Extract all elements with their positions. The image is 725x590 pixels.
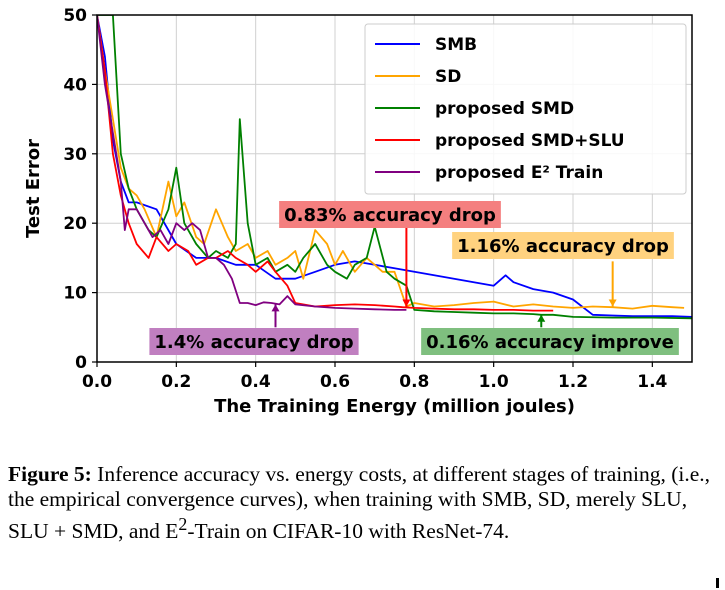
axis-ticks: 0.0 0.2 0.4 0.6 0.8 1.0 1.2 1.4 0 10 20 30 40 50 bbox=[63, 6, 667, 392]
legend-box bbox=[364, 23, 687, 195]
x-tick-label: 0.8 bbox=[399, 372, 429, 392]
x-tick-label: 0.6 bbox=[320, 372, 350, 392]
y-tick-label: 50 bbox=[63, 6, 87, 26]
series-line-2 bbox=[97, 15, 692, 320]
annotation-box-2 bbox=[149, 328, 359, 355]
y-tick-label: 0 bbox=[75, 353, 87, 373]
annotation-label-0: 0.83% accuracy drop bbox=[284, 205, 496, 226]
annotation-label-2: 1.4% accuracy drop bbox=[154, 332, 353, 353]
legend-label-2: proposed SMD bbox=[435, 99, 574, 119]
y-tick-label: 30 bbox=[63, 145, 87, 165]
series-line-4 bbox=[97, 15, 407, 311]
legend-label-3: proposed SMD+SLU bbox=[435, 131, 625, 151]
annotation-arrowhead-0 bbox=[402, 299, 411, 307]
x-tick-label: 0.2 bbox=[161, 372, 191, 392]
annotation-arrowhead-2 bbox=[271, 304, 280, 312]
x-tick-label: 0.4 bbox=[241, 372, 271, 392]
series-line-3 bbox=[97, 15, 554, 312]
caption-label: Figure 5: bbox=[8, 462, 92, 486]
series-line-1 bbox=[97, 15, 685, 310]
page-corner-mark bbox=[716, 578, 719, 588]
plot-frame bbox=[96, 14, 693, 363]
legend-label-0: SMB bbox=[435, 35, 477, 55]
annotations: 0.83% accuracy drop 1.16% accuracy drop 1.… bbox=[149, 201, 679, 355]
annotation-label-3: 0.16% accuracy improve bbox=[426, 332, 674, 353]
y-axis-title: Test Error bbox=[23, 139, 44, 238]
annotation-box-0 bbox=[279, 201, 501, 228]
x-tick-label: 1.4 bbox=[637, 372, 667, 392]
annotation-arrows bbox=[271, 223, 617, 328]
y-tick-label: 10 bbox=[63, 284, 87, 304]
legend-label-1: SD bbox=[435, 67, 461, 87]
caption-text-part2: -Train on CIFAR-10 with ResNet-74. bbox=[187, 519, 510, 544]
caption-text-part1: Inference accuracy vs. energy costs, at … bbox=[8, 462, 711, 544]
annotation-arrowhead-3 bbox=[537, 314, 546, 322]
legend: SMB SD proposed SMD proposed SMD+SLU propose… bbox=[364, 23, 687, 195]
legend-label-4: proposed E² Train bbox=[435, 163, 603, 183]
x-tick-label: 1.2 bbox=[558, 372, 588, 392]
x-tick-label: 1.0 bbox=[479, 372, 509, 392]
y-tick-label: 20 bbox=[63, 214, 87, 234]
x-axis-title: The Training Energy (million joules) bbox=[214, 396, 575, 417]
y-tick-label: 40 bbox=[63, 75, 87, 95]
x-tick-label: 0.0 bbox=[82, 372, 112, 392]
line-chart: 0.0 0.2 0.4 0.6 0.8 1.0 1.2 1.4 0 10 20 30 40 50 The … bbox=[23, 6, 693, 417]
figure-caption: Figure 5: Inference accuracy vs. energy … bbox=[8, 462, 716, 544]
annotation-box-3 bbox=[421, 328, 679, 355]
annotation-label-1: 1.16% accuracy drop bbox=[457, 236, 669, 257]
series-lines bbox=[97, 15, 692, 320]
annotation-arrowhead-1 bbox=[608, 299, 617, 307]
annotation-box-1 bbox=[452, 232, 674, 259]
caption-superscript: 2 bbox=[178, 514, 188, 534]
